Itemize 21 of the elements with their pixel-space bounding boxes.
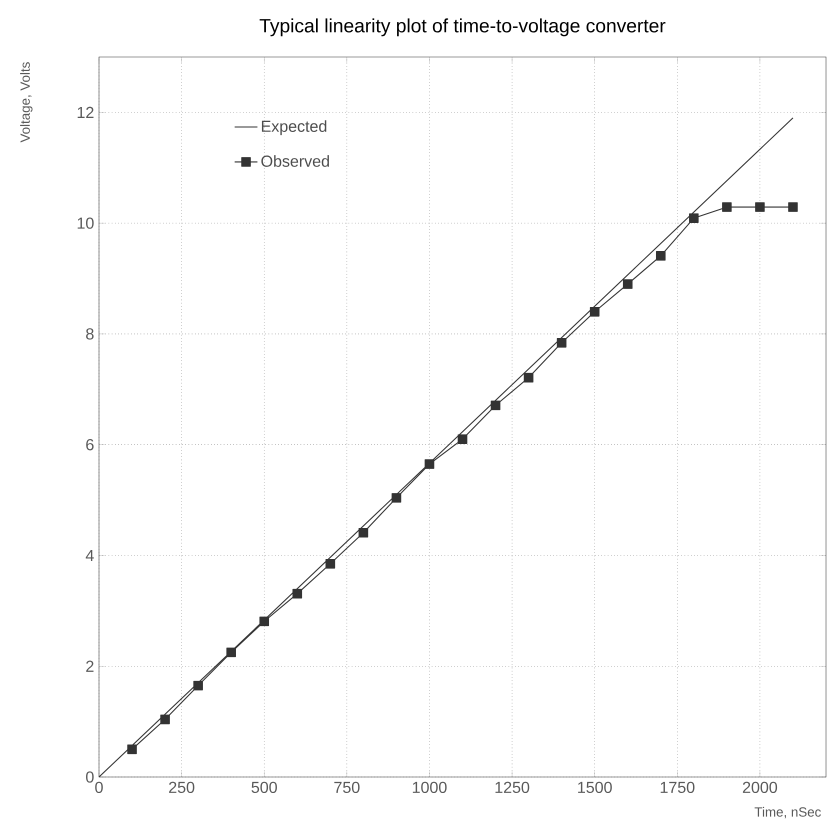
x-tick-label: 1000 xyxy=(412,782,447,794)
y-tick-label: 0 xyxy=(86,771,94,783)
chart-title: Typical linearity plot of time-to-voltage converter xyxy=(260,18,666,36)
x-tick-label: 1750 xyxy=(660,782,694,794)
y-axis-title: Voltage, Volts xyxy=(20,62,33,142)
x-tick-label: 1500 xyxy=(578,782,612,794)
y-tick-label: 2 xyxy=(86,660,94,672)
x-tick-label: 250 xyxy=(169,782,194,794)
x-tick-label: 2000 xyxy=(742,782,778,794)
x-tick-label: 500 xyxy=(252,782,277,794)
y-tick-label: 10 xyxy=(78,217,94,229)
y-tick-label: 12 xyxy=(78,106,94,118)
x-tick-label: 1250 xyxy=(495,782,530,794)
y-tick-label: 8 xyxy=(86,328,94,340)
y-tick-label: 6 xyxy=(86,439,94,450)
legend-label: Expected xyxy=(262,120,326,136)
legend-label: Observed xyxy=(261,155,329,167)
x-tick-label: 0 xyxy=(95,782,103,794)
x-tick-label: 750 xyxy=(334,782,360,794)
y-tick-label: 4 xyxy=(86,550,94,561)
x-axis-title: Time, nSec xyxy=(754,806,821,818)
